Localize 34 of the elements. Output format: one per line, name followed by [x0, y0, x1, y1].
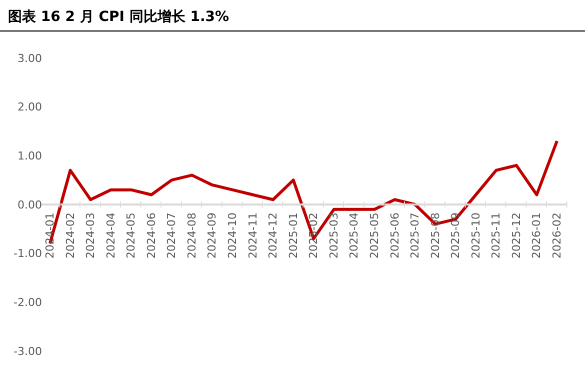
x-tick-label: 2024-03: [84, 212, 98, 258]
x-tick-label: 2024-02: [64, 212, 77, 258]
x-tick-label: 2026-02: [550, 212, 564, 258]
x-tick-label: 2025-12: [510, 212, 523, 258]
x-tick-label: 2025-01: [286, 212, 300, 258]
x-tick-label: 2025-08: [428, 212, 442, 258]
y-tick-label: 2.00: [18, 100, 42, 114]
x-tick-label: 2025-05: [368, 212, 381, 258]
y-tick-label: 3.00: [18, 52, 42, 65]
x-tick-label: 2026-01: [530, 212, 544, 258]
x-tick-label: 2025-03: [327, 212, 340, 258]
y-tick-label: -2.00: [14, 296, 42, 310]
y-tick-label: 1.00: [18, 150, 42, 163]
x-tick-label: 2024-01: [44, 212, 56, 258]
x-tick-label: 2025-10: [469, 212, 482, 258]
x-tick-label: 2025-07: [408, 212, 422, 258]
x-tick-label: 2025-11: [490, 212, 503, 258]
x-tick-label: 2024-10: [226, 212, 240, 258]
x-tick-label: 2025-04: [348, 212, 361, 258]
x-tick-label: 2024-11: [246, 212, 260, 258]
x-tick-label: 2024-06: [144, 212, 158, 258]
chart-title: 图表 16 2 月 CPI 同比增长 1.3%: [0, 0, 585, 32]
y-tick-label: -3.00: [14, 344, 42, 358]
x-tick-label: 2024-05: [124, 212, 138, 258]
x-tick-label: 2024-08: [185, 212, 198, 258]
y-tick-label: -1.00: [14, 247, 42, 260]
x-tick-label: 2024-09: [206, 212, 219, 258]
y-tick-label: 0.00: [18, 198, 42, 212]
x-tick-label: 2024-04: [104, 212, 118, 258]
x-tick-label: 2025-09: [449, 212, 462, 258]
x-tick-label: 2025-02: [307, 212, 320, 258]
x-tick-label: 2024-12: [266, 212, 280, 258]
x-tick-label: 2025-06: [388, 212, 402, 258]
x-tick-label: 2024-07: [165, 212, 178, 258]
